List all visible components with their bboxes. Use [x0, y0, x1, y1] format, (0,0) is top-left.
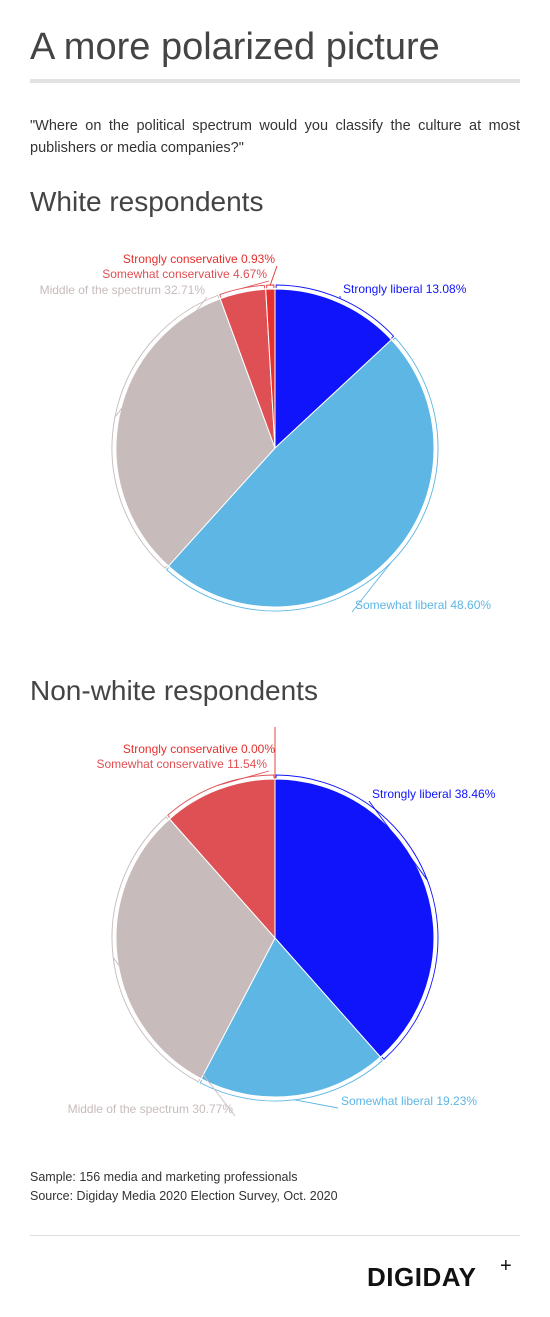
title-divider — [30, 79, 520, 83]
pie-slice-middle-of-spectrum — [115, 818, 276, 1080]
slice-label-strongly-liberal: Strongly liberal 13.08% — [343, 282, 467, 296]
slice-label-somewhat-liberal: Somewhat liberal 48.60% — [355, 598, 491, 612]
chart-title-nonwhite: Non-white respondents — [30, 675, 318, 706]
slice-bracket-somewhat-liberal — [165, 337, 439, 612]
pie-slice-strongly-liberal — [274, 778, 435, 1058]
slice-label-middle-of-spectrum: Middle of the spectrum 30.77% — [68, 1102, 234, 1116]
chart-footer: Sample: 156 media and marketing professi… — [30, 1168, 338, 1206]
slice-bracket-strongly-liberal — [275, 284, 395, 339]
pie-slice-somewhat-conservative — [168, 778, 276, 940]
leader-line-strongly-liberal — [368, 800, 428, 881]
leader-line-strongly-conservative — [269, 265, 278, 286]
survey-question: "Where on the political spectrum would y… — [30, 118, 520, 156]
chart-title-white: White respondents — [30, 186, 264, 217]
pie-slice-middle-of-spectrum — [115, 298, 276, 567]
sample-note: Sample: 156 media and marketing professi… — [30, 1170, 298, 1184]
slice-label-strongly-liberal: Strongly liberal 38.46% — [372, 787, 496, 801]
page-title: A more polarized picture — [30, 26, 440, 68]
slice-label-somewhat-liberal: Somewhat liberal 19.23% — [341, 1094, 477, 1108]
slice-label-middle-of-spectrum: Middle of the spectrum 32.71% — [40, 283, 206, 297]
plus-icon: + — [500, 1255, 512, 1277]
leader-line-somewhat-liberal — [294, 1099, 339, 1109]
leader-line-somewhat-liberal — [351, 562, 392, 613]
pie-chart-white: Strongly liberal 13.08% Somewhat liberal … — [40, 252, 491, 613]
leader-line-somewhat-conservative — [241, 280, 270, 289]
pie-chart-nonwhite: Strongly liberal 38.46% Somewhat liberal … — [68, 727, 496, 1117]
slice-bracket-somewhat-liberal — [199, 1058, 383, 1102]
leader-line-somewhat-conservative — [217, 770, 270, 787]
pie-slice-strongly-liberal — [274, 288, 393, 450]
slice-bracket-somewhat-conservative — [219, 284, 265, 298]
footer-divider — [30, 1235, 520, 1236]
slice-label-strongly-conservative: Strongly conservative 0.93% — [123, 252, 275, 266]
source-note: Source: Digiday Media 2020 Election Surv… — [30, 1189, 338, 1203]
pie-slice-somewhat-liberal — [167, 339, 435, 608]
leader-line-middle-of-spectrum — [112, 957, 236, 1117]
pie-slice-strongly-conservative — [265, 288, 276, 449]
slice-label-strongly-conservative: Strongly conservative 0.00% — [123, 742, 275, 756]
digiday-logo[interactable]: DIGIDAY — [367, 1262, 477, 1292]
slice-bracket-strongly-conservative — [266, 284, 275, 289]
pie-slice-somewhat-liberal — [200, 937, 382, 1098]
leader-line-middle-of-spectrum — [114, 296, 208, 418]
slice-label-somewhat-conservative: Somewhat conservative 4.67% — [102, 267, 267, 281]
slice-bracket-middle-of-spectrum — [111, 816, 201, 1083]
slice-label-somewhat-conservative: Somewhat conservative 11.54% — [96, 757, 267, 771]
